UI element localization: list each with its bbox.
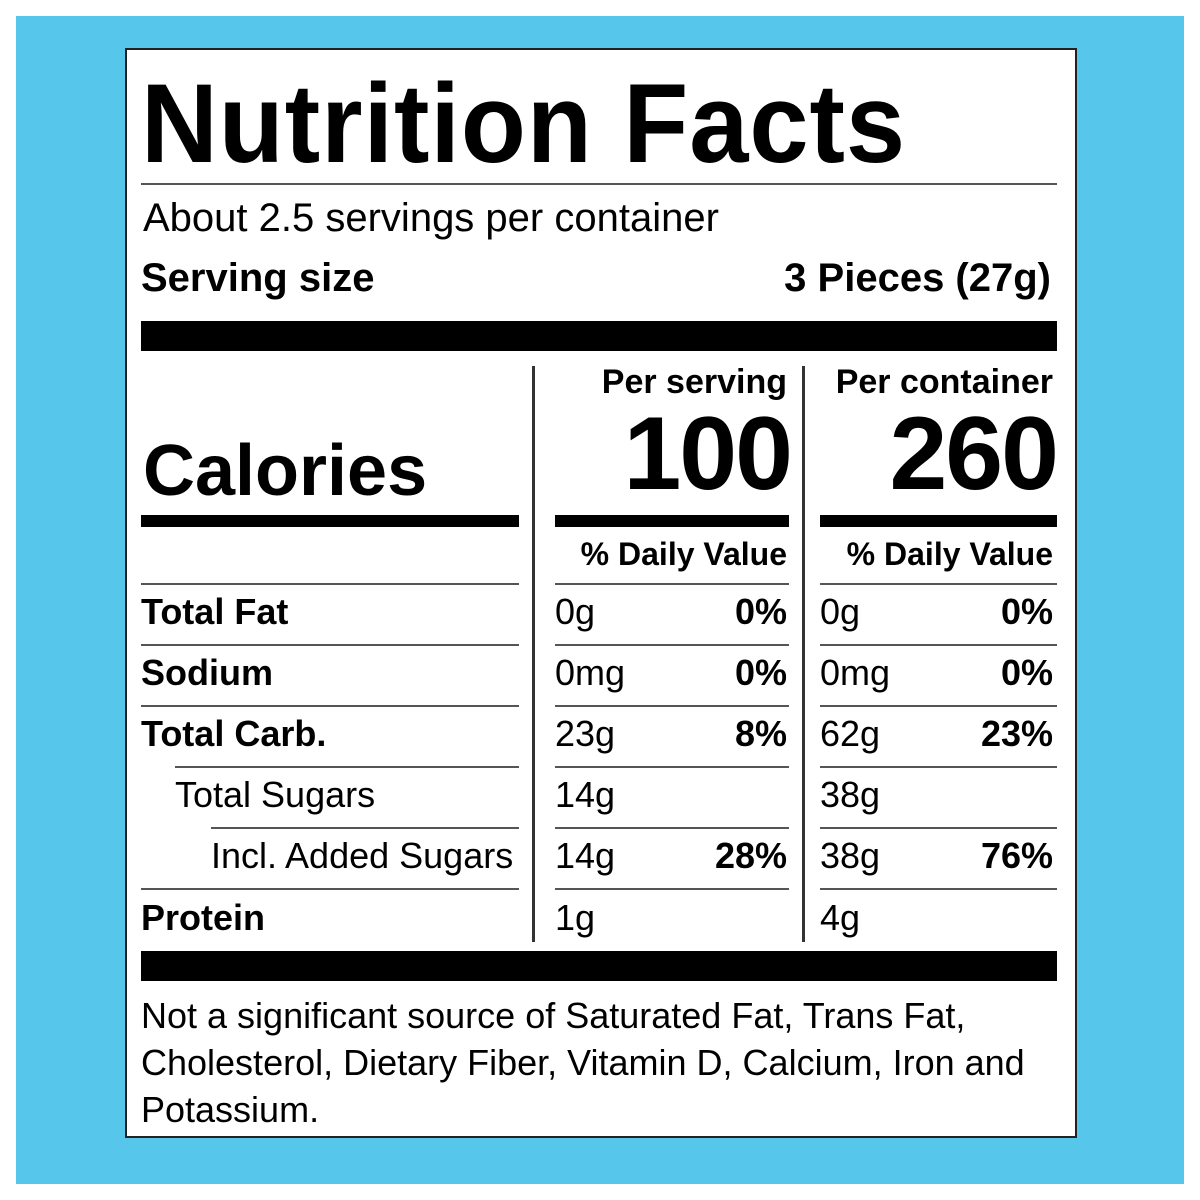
nutrient-serving-amount: 1g — [555, 897, 596, 938]
nutrient-serving-dv: 28% — [714, 835, 787, 876]
calories-per-container: 260 — [889, 396, 1059, 512]
calories-divider-right — [820, 515, 1057, 527]
nutrient-container-dv: 0% — [1000, 591, 1053, 632]
thick-divider-top — [141, 321, 1057, 351]
row-divider — [141, 644, 519, 646]
row-divider — [555, 766, 789, 768]
nutrient-serving-amount: 23g — [555, 713, 616, 754]
nutrient-name: Total Carb. — [141, 713, 327, 754]
nutrient-name: Incl. Added Sugars — [211, 835, 514, 876]
thick-divider-bottom — [141, 951, 1057, 981]
nutrient-name: Total Sugars — [175, 774, 376, 815]
calories-divider-middle — [555, 515, 789, 527]
row-divider — [820, 644, 1057, 646]
nutrient-name: Total Fat — [141, 591, 289, 632]
row-divider — [555, 888, 789, 890]
per-serving-header: Per serving — [601, 363, 787, 401]
nutrient-serving-amount: 0mg — [555, 652, 626, 693]
row-divider — [211, 827, 519, 829]
nutrient-name: Sodium — [141, 652, 273, 693]
nutrient-container-amount: 38g — [820, 774, 881, 815]
nutrient-name: Protein — [141, 897, 266, 938]
row-divider — [820, 583, 1057, 585]
nutrient-serving-dv: 0% — [734, 591, 787, 632]
calories-label: Calories — [143, 431, 428, 511]
row-divider — [141, 583, 519, 585]
row-divider — [820, 705, 1057, 707]
daily-value-header-serving: % Daily Value — [580, 536, 787, 572]
nutrient-container-amount: 0g — [820, 591, 861, 632]
nutrient-container-amount: 0mg — [820, 652, 891, 693]
row-divider — [820, 827, 1057, 829]
nutrient-serving-dv: 8% — [734, 713, 787, 754]
row-divider — [141, 888, 519, 890]
nutrient-container-dv: 23% — [980, 713, 1053, 754]
serving-size-value: 3 Pieces (27g) — [784, 256, 1051, 300]
row-divider — [820, 766, 1057, 768]
nutrient-serving-amount: 14g — [555, 774, 616, 815]
row-divider — [555, 705, 789, 707]
nutrient-serving-dv: 0% — [734, 652, 787, 693]
title-divider — [141, 183, 1057, 185]
row-divider — [555, 583, 789, 585]
per-container-header: Per container — [835, 363, 1053, 401]
nutrient-container-amount: 38g — [820, 835, 881, 876]
label-title: Nutrition Facts — [141, 61, 906, 186]
column-divider-right — [802, 366, 805, 942]
calories-divider-left — [141, 515, 519, 527]
footnote: Not a significant source of Saturated Fa… — [141, 995, 1025, 1130]
row-divider — [555, 644, 789, 646]
row-divider — [555, 827, 789, 829]
nutrient-serving-amount: 0g — [555, 591, 596, 632]
row-divider — [141, 705, 519, 707]
calories-per-serving: 100 — [623, 396, 793, 512]
column-divider-left — [532, 366, 535, 942]
row-divider — [175, 766, 519, 768]
nutrition-facts-label: Nutrition Facts About 2.5 servings per c… — [125, 48, 1077, 1138]
nutrient-container-dv: 76% — [980, 835, 1053, 876]
serving-size-label: Serving size — [141, 256, 375, 300]
servings-per-container: About 2.5 servings per container — [143, 196, 719, 240]
daily-value-header-container: % Daily Value — [846, 536, 1053, 572]
nutrient-container-dv: 0% — [1000, 652, 1053, 693]
nutrient-container-amount: 62g — [820, 713, 881, 754]
nutrient-container-amount: 4g — [820, 897, 861, 938]
nutrient-serving-amount: 14g — [555, 835, 616, 876]
row-divider — [820, 888, 1057, 890]
